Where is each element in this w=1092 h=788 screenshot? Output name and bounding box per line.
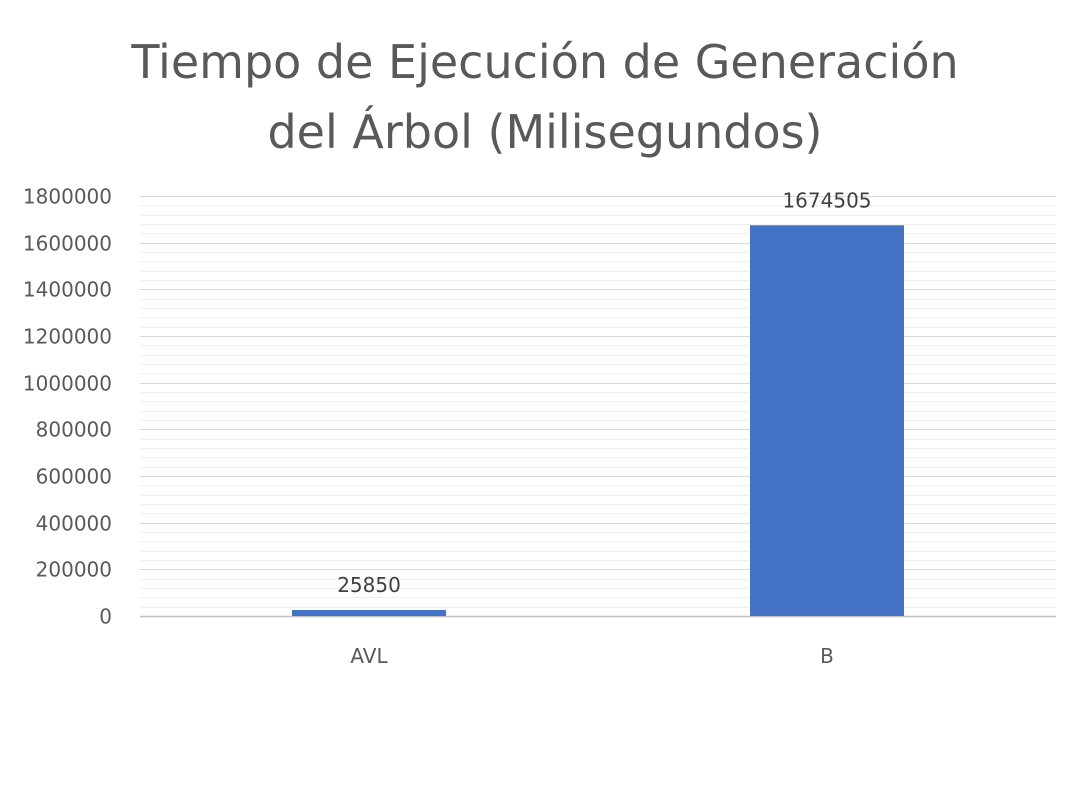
bars: [292, 225, 904, 616]
data-label: 1674505: [782, 188, 871, 212]
y-axis-tick-labels: 0 200000 400000 600000 800000 1000000 1200000 1…: [23, 185, 112, 629]
y-tick-label: 1400000: [23, 278, 112, 302]
bar-b: [750, 225, 904, 616]
y-tick-label: 600000: [36, 465, 112, 489]
x-category-label: AVL: [350, 644, 388, 668]
x-category-label: B: [820, 644, 834, 668]
data-labels: 25850 1674505: [337, 188, 871, 597]
bar-avl: [292, 609, 446, 616]
y-tick-label: 1000000: [23, 372, 112, 396]
chart-title-line-1: Tiempo de Ejecución de Generación: [130, 35, 958, 89]
x-axis-category-labels: AVL B: [350, 644, 833, 668]
y-tick-label: 1200000: [23, 325, 112, 349]
y-tick-label: 200000: [36, 558, 112, 582]
chart-title-line-2: del Árbol (Milisegundos): [267, 105, 822, 159]
y-tick-label: 1800000: [23, 185, 112, 209]
y-tick-label: 0: [99, 605, 112, 629]
y-tick-label: 1600000: [23, 232, 112, 256]
data-label: 25850: [337, 573, 401, 597]
y-tick-label: 400000: [36, 512, 112, 536]
chart-title: Tiempo de Ejecución de Generación del Ár…: [130, 35, 958, 159]
y-tick-label: 800000: [36, 418, 112, 442]
